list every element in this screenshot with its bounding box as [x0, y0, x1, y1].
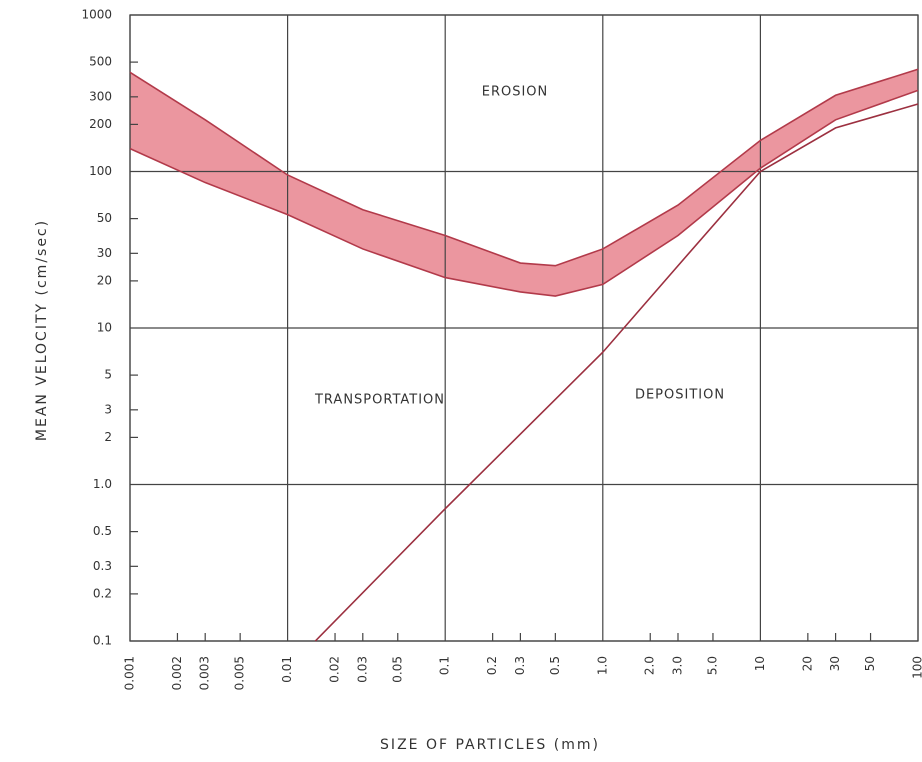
x-tick-label: 10: [753, 656, 767, 671]
y-tick-label: 2: [104, 430, 112, 444]
x-tick-label: 5.0: [705, 656, 719, 675]
region-label: EROSION: [482, 85, 549, 100]
x-tick-label: 1.0: [595, 656, 609, 675]
curve: [129, 89, 919, 297]
curve: [314, 103, 919, 642]
x-tick-label: 20: [800, 656, 814, 671]
y-tick-label: 3: [104, 402, 112, 416]
y-tick-label: 1000: [81, 8, 112, 22]
x-tick-label: 0.5: [548, 656, 562, 675]
x-tick-label: 0.01: [280, 656, 294, 683]
curve: [129, 68, 919, 267]
y-tick-label: 10: [97, 321, 112, 335]
x-tick-label: 0.05: [390, 656, 404, 683]
x-tick-label: 30: [828, 656, 842, 671]
y-tick-label: 500: [89, 55, 112, 69]
x-tick-label: 0.02: [328, 656, 342, 683]
x-tick-label: 0.003: [198, 656, 212, 690]
x-axis-label: SIZE OF PARTICLES (mm): [380, 737, 600, 753]
erosion-band: [130, 69, 918, 297]
y-tick-label: 1.0: [93, 477, 112, 491]
x-tick-label: 0.001: [123, 656, 137, 690]
y-tick-label: 100: [89, 164, 112, 178]
y-tick-label: 50: [97, 211, 112, 225]
y-tick-label: 300: [89, 89, 112, 103]
x-tick-label: 0.3: [513, 656, 527, 675]
x-tick-label: 0.1: [438, 656, 452, 675]
y-tick-label: 0.5: [93, 524, 112, 538]
y-tick-label: 0.3: [93, 559, 112, 573]
x-tick-label: 0.03: [355, 656, 369, 683]
y-axis-label: MEAN VELOCITY (cm/sec): [34, 219, 50, 441]
x-tick-label: 50: [863, 656, 877, 671]
y-tick-label: 30: [97, 246, 112, 260]
y-tick-label: 0.1: [93, 634, 112, 648]
region-label: TRANSPORTATION: [314, 393, 445, 408]
x-tick-label: 2.0: [643, 656, 657, 675]
y-tick-label: 20: [97, 273, 112, 287]
y-tick-label: 5: [104, 368, 112, 382]
x-tick-label: 3.0: [670, 656, 684, 675]
y-tick-label: 0.2: [93, 586, 112, 600]
x-tick-label: 100: [911, 656, 922, 679]
x-tick-label: 0.005: [233, 656, 247, 690]
region-label: DEPOSITION: [635, 388, 725, 403]
x-tick-label: 0.2: [485, 656, 499, 675]
x-tick-label: 0.002: [170, 656, 184, 690]
y-tick-label: 200: [89, 117, 112, 131]
